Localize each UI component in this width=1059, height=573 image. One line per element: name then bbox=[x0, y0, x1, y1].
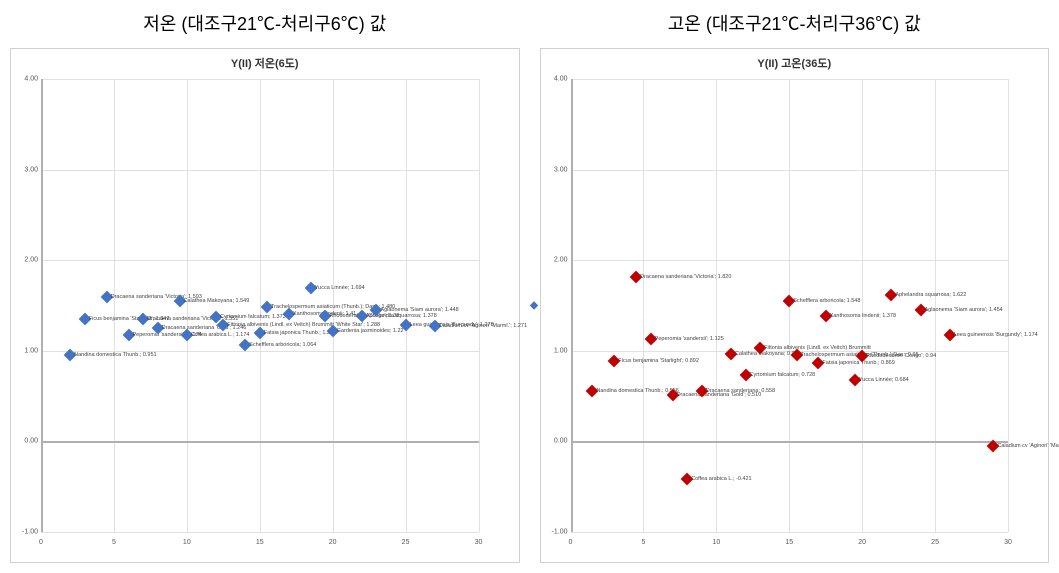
gridline-h bbox=[571, 532, 1009, 533]
data-label: Yucca Linnée; 0.684 bbox=[859, 377, 909, 383]
right-chart: Y(II) 고온(36도) -1.000.001.002.003.004.000… bbox=[540, 48, 1050, 563]
gridline-v bbox=[862, 79, 863, 532]
right-plot-area: -1.000.001.002.003.004.00051015202530Nan… bbox=[571, 79, 1009, 532]
y-tick-label: -1.00 bbox=[16, 529, 38, 536]
left-plot-area: -1.000.001.002.003.004.00051015202530Nan… bbox=[41, 79, 479, 532]
data-label: Schefflera arboricola; 1.548 bbox=[793, 298, 860, 304]
data-label: Nandina domestica Thunb.; 0.556 bbox=[596, 388, 678, 394]
gridline-v bbox=[479, 79, 480, 532]
y-tick-label: -1.00 bbox=[546, 529, 568, 536]
data-label: Dracaena sanderiana 'Victoria'; 1.820 bbox=[640, 274, 731, 280]
data-label: Nandina domestica Thunb.; 0.951 bbox=[74, 352, 156, 358]
left-chart-title: Y(II) 저온(6도) bbox=[11, 55, 519, 71]
right-panel-title: 고온 (대조구21℃-처리구36℃) 값 bbox=[540, 10, 1050, 36]
gridline-v bbox=[406, 79, 407, 532]
gridline-v bbox=[114, 79, 115, 532]
x-tick-label: 20 bbox=[858, 539, 866, 546]
x-tick-label: 30 bbox=[1004, 539, 1012, 546]
x-tick-label: 10 bbox=[183, 539, 191, 546]
data-label: Fittonia albivenis (Lindl. ex Veitch) Br… bbox=[227, 322, 380, 328]
y-tick-label: 1.00 bbox=[546, 347, 568, 354]
x-tick-label: 5 bbox=[112, 539, 116, 546]
data-label: Fittonia albivenis (Lindl. ex Veitch) Br… bbox=[764, 345, 871, 351]
gridline-h bbox=[41, 532, 479, 533]
gridline-v bbox=[643, 79, 644, 532]
dual-chart-container: 저온 (대조구21℃-처리구6℃) 값 Y(II) 저온(6도) -1.000.… bbox=[0, 0, 1059, 573]
data-label: Aglaonema 'Siam aurora'; 1.454 bbox=[925, 307, 1003, 313]
x-axis bbox=[41, 441, 479, 443]
y-tick-label: 4.00 bbox=[16, 76, 38, 83]
data-label: Leea guineensis 'Burgundy'; 1.174 bbox=[954, 332, 1038, 338]
x-tick-label: 30 bbox=[475, 539, 483, 546]
data-label: Coffea arabica L.; 1.174 bbox=[191, 332, 250, 338]
left-chart: Y(II) 저온(6도) -1.000.001.002.003.004.0005… bbox=[10, 48, 520, 563]
gridline-v bbox=[716, 79, 717, 532]
x-tick-label: 15 bbox=[256, 539, 264, 546]
left-panel-title: 저온 (대조구21℃-처리구6℃) 값 bbox=[10, 10, 520, 36]
x-tick-label: 25 bbox=[402, 539, 410, 546]
x-tick-label: 0 bbox=[39, 539, 43, 546]
data-label: Fatsia japonica Thunb.; 0.869 bbox=[822, 360, 894, 366]
x-axis bbox=[571, 441, 1009, 443]
x-tick-label: 0 bbox=[569, 539, 573, 546]
data-label: Ficus benjamina 'Starlight'; 0.892 bbox=[618, 358, 699, 364]
y-tick-label: 3.00 bbox=[16, 166, 38, 173]
gridline-v bbox=[1008, 79, 1009, 532]
data-label: Aphelandra squarrosa; 1.622 bbox=[895, 292, 966, 298]
gridline-v bbox=[935, 79, 936, 532]
y-tick-label: 3.00 bbox=[546, 166, 568, 173]
y-axis bbox=[41, 79, 43, 532]
x-tick-label: 5 bbox=[641, 539, 645, 546]
x-tick-label: 25 bbox=[931, 539, 939, 546]
data-label: Dracaena sanderiana; 0.558 bbox=[706, 388, 775, 394]
right-chart-title: Y(II) 고온(36도) bbox=[541, 55, 1049, 71]
data-label: Caladium cv 'Aginori' 'Marml.'; -0.05 bbox=[997, 443, 1059, 449]
x-tick-label: 10 bbox=[712, 539, 720, 546]
left-panel: 저온 (대조구21℃-처리구6℃) 값 Y(II) 저온(6도) -1.000.… bbox=[10, 10, 520, 563]
legend-marker-icon bbox=[530, 301, 538, 309]
data-label: Coffea arabica L.; -0.421 bbox=[691, 476, 751, 482]
data-label: Aglaonema 'Siam aurora'; 1.448 bbox=[380, 307, 458, 313]
y-tick-label: 2.00 bbox=[16, 257, 38, 264]
data-label: Gardenia jasminoides; 1.22 bbox=[337, 328, 404, 334]
y-tick-label: 1.00 bbox=[16, 347, 38, 354]
data-label: Peperomia 'sandersii'; 1.125 bbox=[655, 336, 724, 342]
y-axis bbox=[571, 79, 573, 532]
data-label: Rhododendron 'Congo'; 0.94 bbox=[866, 353, 936, 359]
y-tick-label: 0.00 bbox=[546, 438, 568, 445]
right-panel: 고온 (대조구21℃-처리구36℃) 값 Y(II) 고온(36도) -1.00… bbox=[540, 10, 1050, 563]
y-tick-label: 0.00 bbox=[16, 438, 38, 445]
data-label: Xanthosoma lindenii; 1.378 bbox=[830, 313, 896, 319]
y-tick-label: 4.00 bbox=[546, 76, 568, 83]
gridline-v bbox=[187, 79, 188, 532]
data-label: Cyrtomium falcatum; 0.728 bbox=[750, 372, 816, 378]
data-label: Caladium cv 'Aginori' 'Marml.'; 1.271 bbox=[439, 323, 527, 329]
y-tick-label: 2.00 bbox=[546, 257, 568, 264]
data-label: Calathea Makoyana; 1.549 bbox=[184, 298, 250, 304]
data-label: Yucca Linnée; 1.694 bbox=[315, 285, 365, 291]
data-label: Schefflera arboricola; 1.064 bbox=[249, 342, 316, 348]
x-tick-label: 20 bbox=[329, 539, 337, 546]
data-label: Cyrtomium falcatum; 1.373 bbox=[220, 314, 286, 320]
x-tick-label: 15 bbox=[785, 539, 793, 546]
